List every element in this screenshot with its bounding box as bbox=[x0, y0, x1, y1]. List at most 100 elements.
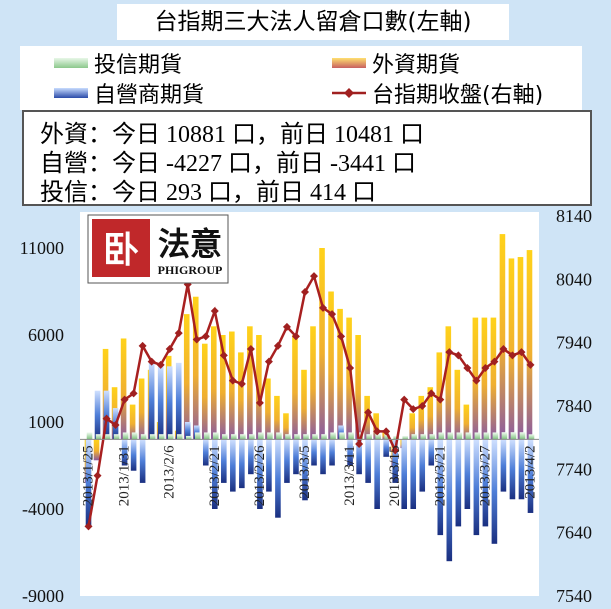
bar-foreign bbox=[454, 369, 461, 440]
index-point bbox=[264, 357, 273, 366]
index-point bbox=[355, 440, 364, 448]
legend-swatch-trust bbox=[54, 58, 88, 68]
bar-dealer bbox=[157, 366, 164, 440]
index-point bbox=[463, 364, 472, 372]
index-point bbox=[337, 332, 346, 341]
bar-foreign bbox=[445, 326, 452, 440]
bar-dealer bbox=[175, 362, 182, 440]
index-point bbox=[228, 376, 237, 385]
x-tick-label: 2013/1/31 bbox=[117, 445, 133, 506]
index-point bbox=[93, 471, 102, 480]
bar-foreign bbox=[490, 317, 497, 440]
bar-trust bbox=[149, 434, 156, 440]
bar-foreign bbox=[526, 250, 533, 440]
index-point bbox=[508, 351, 517, 360]
bar-dealer bbox=[166, 366, 173, 440]
summary-box: 外資：今日 10881 口，前日 10481 口 自營：今日 -4227 口，前… bbox=[22, 110, 592, 206]
bar-foreign bbox=[508, 258, 515, 440]
x-tick-label: 2013/3/15 bbox=[387, 445, 403, 506]
index-point bbox=[129, 389, 138, 398]
index-point bbox=[472, 376, 481, 385]
bar-trust bbox=[113, 434, 120, 440]
bar-foreign bbox=[427, 387, 434, 440]
x-tick-label: 2013/4/2 bbox=[522, 445, 538, 498]
index-point bbox=[427, 389, 436, 398]
y-left-tick-label: 11000 bbox=[20, 238, 64, 258]
x-tick-label: 2013/1/25 bbox=[81, 445, 97, 506]
logo: 卧 法意 PHIGROUP bbox=[87, 214, 229, 284]
bar-dealer bbox=[302, 439, 308, 501]
bar-trust bbox=[176, 434, 183, 440]
index-point bbox=[481, 364, 490, 372]
x-tick-label: 2013/2/6 bbox=[162, 445, 178, 499]
bar-trust bbox=[330, 432, 336, 440]
legend-item-index: 台指期收盤(右軸) bbox=[332, 78, 543, 108]
bar-dealer bbox=[284, 439, 290, 483]
bar-foreign bbox=[328, 291, 334, 440]
bar-trust bbox=[501, 432, 508, 440]
index-point bbox=[300, 288, 309, 296]
bar-trust bbox=[267, 432, 273, 440]
axis-layer: 2013/1/25 2013/1/31 2013/2/6 2013/2/21 2013/… bbox=[20, 206, 592, 606]
index-point bbox=[400, 395, 409, 404]
bar-foreign bbox=[138, 378, 145, 440]
bar-dealer bbox=[230, 439, 236, 492]
legend-label-index: 台指期收盤(右軸) bbox=[372, 83, 544, 108]
bar-trust bbox=[194, 432, 201, 440]
bars-layer bbox=[84, 234, 535, 562]
summary-dealer: 自營：今日 -4227 口，前日 -3441 口 bbox=[40, 151, 416, 177]
bar-foreign bbox=[265, 378, 271, 440]
index-point bbox=[436, 395, 445, 404]
index-point bbox=[282, 322, 291, 331]
bar-trust bbox=[95, 434, 102, 440]
y-right-tick-label: 8140 bbox=[556, 206, 592, 226]
index-point bbox=[454, 351, 463, 360]
x-tick-label: 2013/2/21 bbox=[207, 445, 223, 506]
bar-foreign bbox=[463, 404, 470, 440]
bar-trust bbox=[384, 434, 390, 440]
y-left-tick-label: 6000 bbox=[28, 325, 64, 345]
index-point bbox=[373, 427, 382, 436]
bar-trust bbox=[375, 434, 381, 440]
bar-foreign bbox=[274, 395, 280, 440]
bar-foreign bbox=[346, 317, 352, 440]
bar-dealer bbox=[94, 390, 101, 440]
legend: 投信期貨 外資期貨 自營商期貨 台指期收盤(右軸) bbox=[20, 46, 582, 110]
line-layer bbox=[84, 272, 535, 531]
bar-trust bbox=[492, 432, 499, 440]
bar-trust bbox=[420, 434, 427, 440]
bar-trust bbox=[258, 432, 264, 440]
legend-item-foreign: 外資期貨 bbox=[332, 48, 460, 78]
bar-foreign bbox=[201, 343, 208, 440]
bar-trust bbox=[276, 432, 282, 440]
bar-foreign bbox=[247, 326, 253, 440]
bar-trust bbox=[348, 432, 354, 440]
bar-foreign bbox=[192, 296, 199, 440]
bar-trust bbox=[519, 432, 526, 440]
bar-dealer bbox=[148, 361, 155, 440]
index-point bbox=[490, 357, 499, 366]
index-point bbox=[120, 395, 129, 404]
index-point bbox=[319, 303, 328, 312]
bar-trust bbox=[158, 434, 165, 440]
bar-foreign bbox=[120, 338, 127, 440]
legend-label-foreign: 外資期貨 bbox=[372, 53, 461, 78]
logo-mark bbox=[92, 219, 150, 277]
bar-foreign bbox=[210, 326, 217, 440]
index-point bbox=[364, 408, 373, 417]
bar-trust bbox=[203, 432, 210, 440]
bar-dealer bbox=[239, 439, 245, 489]
bar-dealer bbox=[401, 439, 408, 509]
bar-dealer bbox=[410, 439, 417, 509]
bar-dealer bbox=[356, 439, 362, 475]
legend-swatch-index bbox=[332, 88, 366, 98]
y-right-tick-label: 8040 bbox=[556, 269, 592, 289]
bar-foreign bbox=[183, 314, 190, 440]
bar-trust bbox=[140, 434, 147, 440]
x-tick-label: 2013/3/21 bbox=[432, 445, 448, 506]
index-point bbox=[273, 341, 282, 350]
bar-foreign bbox=[256, 335, 262, 440]
index-point bbox=[246, 345, 255, 353]
